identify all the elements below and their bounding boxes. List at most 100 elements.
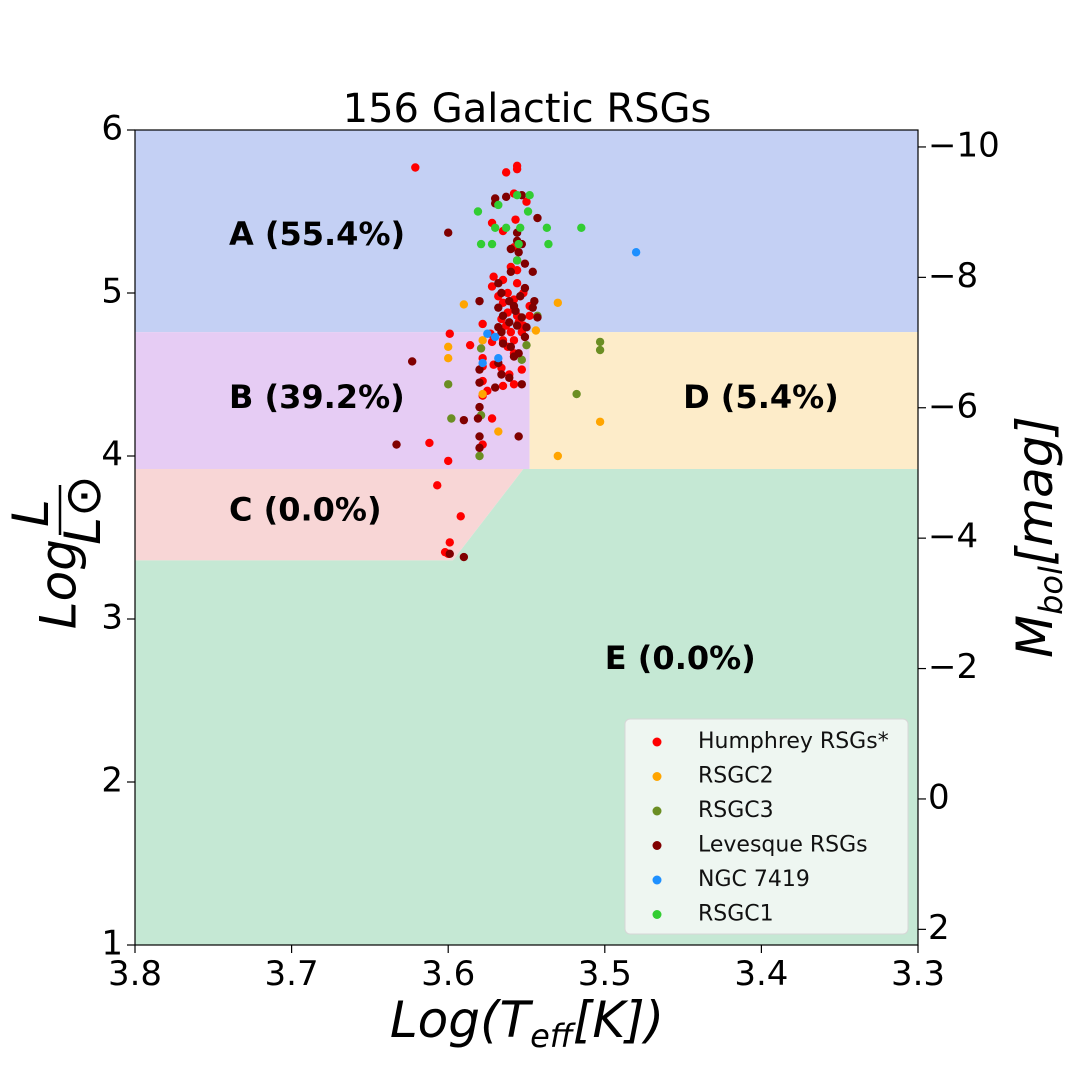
x-axis-ticks: 3.8 3.7 3.6 3.5 3.4 3.3 bbox=[108, 945, 945, 994]
region-label-c: C (0.0%) bbox=[229, 490, 382, 528]
data-point bbox=[595, 417, 605, 426]
data-point bbox=[490, 223, 500, 232]
y-axis-ticks: 1 2 3 4 5 6 bbox=[101, 109, 135, 964]
data-point bbox=[487, 239, 497, 249]
legend-label: RSGC3 bbox=[698, 798, 774, 823]
y-tick-label: 5 bbox=[101, 272, 123, 312]
x-tick-label: 3.5 bbox=[578, 954, 632, 994]
data-point bbox=[528, 303, 537, 312]
x-tick-label: 3.6 bbox=[421, 954, 475, 994]
data-point bbox=[514, 239, 523, 249]
data-point bbox=[475, 451, 484, 461]
data-point bbox=[509, 336, 519, 345]
region-label-d: D (5.4%) bbox=[683, 378, 839, 416]
legend-entry: NGC 7419 bbox=[652, 867, 810, 892]
y-tick-label: 1 bbox=[101, 924, 123, 964]
plot-frame bbox=[134, 129, 919, 946]
data-point bbox=[444, 342, 453, 351]
data-point bbox=[459, 300, 469, 309]
legend-entry: Levesque RSGs bbox=[652, 833, 868, 858]
data-point bbox=[533, 213, 542, 223]
data-point bbox=[433, 481, 442, 490]
data-point bbox=[487, 282, 497, 291]
series-4 bbox=[478, 248, 641, 368]
y-axis-label-num: L bbox=[2, 499, 60, 527]
y-tick-label: 2 bbox=[101, 761, 123, 801]
data-point bbox=[514, 432, 523, 441]
data-point bbox=[525, 191, 534, 200]
data-point bbox=[475, 443, 484, 453]
legend-marker bbox=[652, 910, 662, 919]
legend-entries: Humphrey RSGs* RSGC2 RSGC3 Levesque RSGs NGC… bbox=[652, 729, 889, 927]
data-point bbox=[445, 329, 454, 338]
data-point bbox=[577, 223, 586, 232]
data-point bbox=[512, 164, 522, 174]
x-axis-label-pre: Log(T bbox=[390, 991, 534, 1049]
data-point bbox=[475, 432, 484, 441]
legend-entry: Humphrey RSGs* bbox=[652, 729, 889, 754]
data-point bbox=[494, 200, 503, 210]
legend-label: Humphrey RSGs* bbox=[698, 729, 889, 754]
series-5 bbox=[473, 191, 586, 265]
data-point bbox=[522, 323, 531, 332]
data-point bbox=[465, 340, 475, 350]
region-d bbox=[529, 332, 918, 470]
legend-label: RSGC1 bbox=[698, 902, 774, 927]
data-point bbox=[498, 311, 508, 321]
data-point bbox=[490, 383, 500, 392]
data-point bbox=[512, 256, 522, 265]
data-point bbox=[411, 163, 420, 172]
data-point bbox=[475, 402, 484, 412]
data-point bbox=[506, 244, 516, 254]
data-point bbox=[530, 296, 539, 306]
legend: Humphrey RSGs* RSGC2 RSGC3 Levesque RSGs NGC… bbox=[624, 718, 909, 935]
data-point bbox=[512, 279, 522, 288]
data-point bbox=[512, 321, 522, 330]
data-point bbox=[497, 370, 506, 379]
data-point bbox=[498, 339, 508, 348]
data-point bbox=[489, 272, 498, 281]
data-point bbox=[631, 248, 641, 257]
data-point bbox=[531, 326, 541, 335]
region-label-b: B (39.2%) bbox=[229, 378, 405, 416]
data-point bbox=[498, 381, 508, 391]
data-point bbox=[490, 332, 500, 342]
data-point bbox=[528, 267, 537, 277]
legend-marker bbox=[652, 772, 662, 781]
x-axis-label-sub: eff bbox=[530, 1017, 577, 1055]
x-axis-label-post: [K]) bbox=[573, 991, 664, 1049]
y-axis-label-log: Log bbox=[30, 539, 88, 629]
data-point bbox=[522, 197, 531, 206]
y-axis-label-den: L⊙ bbox=[54, 475, 112, 545]
y-tick-label: 3 bbox=[101, 598, 123, 638]
data-point bbox=[520, 332, 530, 342]
data-point bbox=[525, 311, 534, 321]
y2-tick-label: −8 bbox=[928, 256, 978, 296]
series-1 bbox=[444, 298, 605, 461]
data-point bbox=[476, 344, 486, 353]
data-point bbox=[595, 345, 605, 355]
legend-label: RSGC2 bbox=[698, 764, 774, 789]
legend-box bbox=[624, 718, 909, 935]
data-point bbox=[553, 451, 563, 461]
data-point bbox=[595, 337, 605, 347]
y2-axis-ticks: 2 0 −2 −4 −6 −8 −10 bbox=[918, 125, 1000, 948]
legend-label: NGC 7419 bbox=[698, 867, 810, 892]
y2-tick-label: −2 bbox=[928, 647, 978, 687]
data-point bbox=[392, 440, 401, 449]
data-point bbox=[497, 327, 506, 337]
data-point bbox=[501, 192, 511, 202]
y2-tick-label: −10 bbox=[928, 125, 1000, 165]
x-tick-label: 3.8 bbox=[108, 954, 162, 994]
data-point bbox=[476, 239, 486, 249]
data-point bbox=[497, 288, 506, 298]
y2-tick-label: −6 bbox=[928, 386, 978, 426]
data-point bbox=[506, 327, 516, 337]
data-point bbox=[475, 378, 484, 387]
data-point bbox=[511, 215, 520, 224]
region-b bbox=[135, 332, 530, 470]
y-axis-label: Log L L⊙ bbox=[2, 475, 112, 629]
x-tick-label: 3.3 bbox=[891, 954, 945, 994]
data-point bbox=[522, 340, 531, 350]
data-point bbox=[494, 303, 503, 312]
